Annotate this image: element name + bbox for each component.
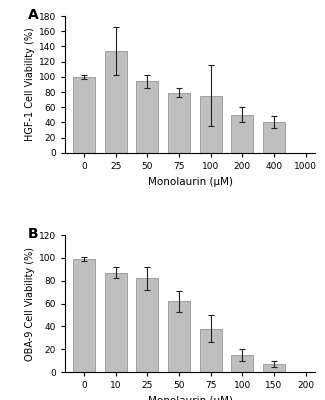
Bar — [136, 278, 159, 372]
Bar — [105, 273, 127, 372]
Bar — [200, 96, 222, 153]
Bar — [263, 122, 285, 153]
Bar — [73, 77, 95, 153]
Bar — [136, 82, 159, 153]
X-axis label: Monolaurin (μM): Monolaurin (μM) — [148, 396, 233, 400]
Bar — [73, 259, 95, 372]
Bar — [231, 355, 254, 372]
Text: A: A — [27, 8, 38, 22]
Bar — [200, 329, 222, 372]
Y-axis label: OBA-9 Cell Viability (%): OBA-9 Cell Viability (%) — [25, 246, 34, 360]
X-axis label: Monolaurin (μM): Monolaurin (μM) — [148, 176, 233, 186]
Bar — [168, 93, 190, 153]
Text: B: B — [27, 227, 38, 241]
Bar — [105, 51, 127, 153]
Bar — [231, 115, 254, 153]
Y-axis label: HGF-1 Cell Viability (%): HGF-1 Cell Viability (%) — [25, 28, 34, 141]
Bar — [168, 301, 190, 372]
Bar — [263, 364, 285, 372]
